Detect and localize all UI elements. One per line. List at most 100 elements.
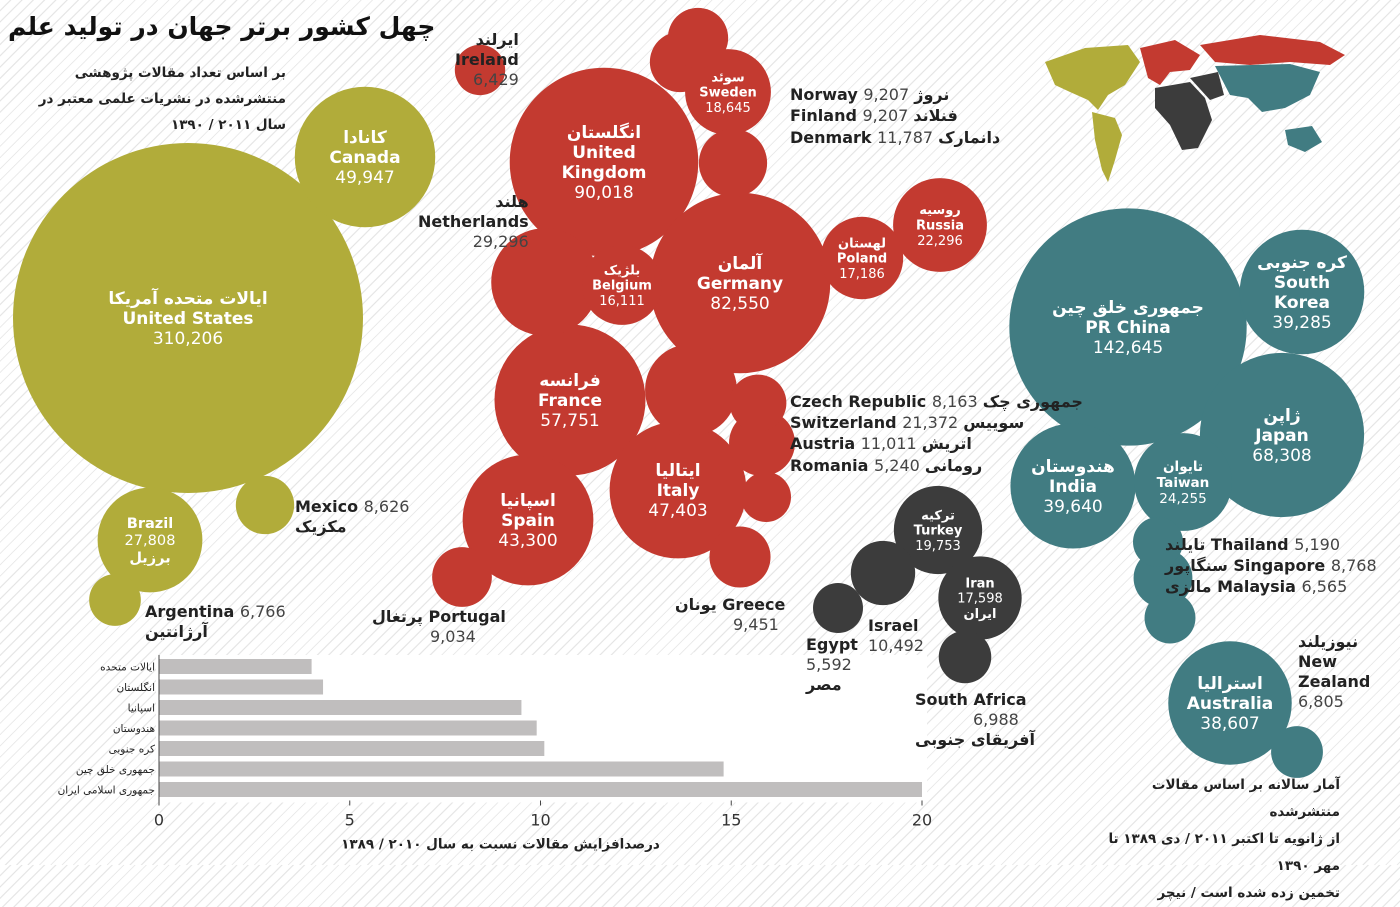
outside-label-row: 9,034 bbox=[372, 627, 506, 647]
outside-label-row: مالزی Malaysia 6,565 bbox=[1165, 577, 1347, 597]
outside-label-argentina: Argentina 6,766 آرژانتین bbox=[145, 602, 286, 642]
bubble-label-fa-italy: ایتالیا bbox=[655, 461, 700, 481]
x-tick-label: 10 bbox=[530, 811, 550, 830]
country-value: 9,207 bbox=[863, 85, 915, 104]
country-name-fa: تایلند bbox=[1165, 535, 1211, 554]
bubble-label-num-india: 39,640 bbox=[1043, 497, 1102, 517]
north-america-shape bbox=[1045, 45, 1140, 110]
bubble-egypt bbox=[813, 583, 863, 633]
bubble-label-fa-russia: روسیه bbox=[919, 203, 961, 218]
outside-label-row: 6,805 bbox=[1298, 692, 1370, 712]
bubble-label-fa-united-kingdom: انگلستان bbox=[567, 122, 641, 143]
outside-label-row: Romania 5,240 رومانی bbox=[790, 456, 982, 476]
country-value: 9,207 bbox=[862, 106, 914, 125]
bubble-label-en-iran: Iran bbox=[965, 576, 994, 591]
bar-category-label: جمهوری خلق چین bbox=[76, 764, 155, 776]
country-name-fa: مصر bbox=[806, 675, 842, 694]
russia-shape bbox=[1200, 35, 1345, 65]
country-name-en: Malaysia bbox=[1217, 577, 1302, 596]
bubble-mexico bbox=[235, 475, 295, 535]
country-value: 9,034 bbox=[430, 627, 476, 646]
outside-label-row: Israel bbox=[868, 616, 924, 636]
bubble-label-num-spain: 43,300 bbox=[498, 531, 557, 551]
outside-label-row: Czech Republic 8,163 جمهوری چک bbox=[790, 392, 1083, 412]
country-name-fa: مالزی bbox=[1165, 577, 1218, 596]
country-name-en: Finland bbox=[790, 106, 863, 125]
bubble-label-fa-belgium: بلژیک bbox=[604, 263, 640, 278]
bar bbox=[159, 741, 545, 756]
country-value: 8,626 bbox=[363, 497, 410, 516]
bubble-label-fa-sweden: سوئد bbox=[711, 70, 744, 85]
bar-category-label: هندوستان bbox=[113, 723, 155, 735]
outside-label-norway: Norway 9,207 نروژ bbox=[790, 85, 949, 105]
outside-label-row: Mexico 8,626 bbox=[295, 497, 409, 517]
bubble-label-num-brazil: 27,808 bbox=[125, 532, 176, 549]
country-name-en: Egypt bbox=[806, 635, 858, 654]
bubble-india bbox=[1010, 423, 1136, 549]
outside-label-ireland: ایرلند Ireland 6,429 bbox=[455, 30, 519, 90]
bubble-label-en-spain: Spain bbox=[501, 511, 555, 531]
bubble-ireland bbox=[454, 44, 506, 96]
outside-label-row: Netherlands bbox=[418, 212, 529, 232]
bubble-label-en-india: India bbox=[1049, 477, 1097, 497]
bubble-south-korea bbox=[1239, 229, 1365, 355]
bubble-label-fa-pr-china: جمهوری خلق چین bbox=[1052, 298, 1204, 318]
bubble-finland bbox=[667, 7, 729, 69]
bubble-czech-republic bbox=[729, 374, 787, 432]
bubble-label-fa-taiwan: تایوان bbox=[1163, 459, 1203, 475]
bar bbox=[159, 720, 537, 736]
outside-label-row: Zealand bbox=[1298, 672, 1370, 692]
country-value: 8,768 bbox=[1330, 556, 1377, 575]
outside-label-row: Norway 9,207 نروژ bbox=[790, 85, 949, 105]
bubble-label-fa-iran: ایران bbox=[964, 607, 997, 622]
bubble-label-num-south-korea: 39,285 bbox=[1272, 313, 1331, 333]
bubble-label-en-france: France bbox=[538, 391, 602, 411]
country-name-fa: سنگاپور bbox=[1165, 556, 1234, 575]
bubble-label-en-turkey: Turkey bbox=[914, 524, 963, 539]
bubble-label-en-taiwan: Taiwan bbox=[1157, 475, 1210, 491]
country-name-en: Thailand bbox=[1210, 535, 1295, 554]
country-name-fa: فنلاند bbox=[913, 106, 958, 125]
bar-category-label: کره جنوبی bbox=[109, 744, 155, 756]
bubble-label-en-canada: Canada bbox=[329, 148, 400, 168]
country-name-fa: نیوزیلند bbox=[1298, 632, 1359, 651]
x-tick-label: 15 bbox=[721, 811, 741, 830]
country-name-en: Netherlands bbox=[418, 212, 529, 231]
bubble-label-fa-germany: آلمان bbox=[718, 252, 764, 274]
footnote: آمار سالانه بر اساس مقالات منتشرشده از ژ… bbox=[1080, 772, 1340, 907]
bubble-label-num-japan: 68,308 bbox=[1252, 446, 1311, 466]
bubble-label-fa-france: فرانسه bbox=[539, 371, 601, 391]
outside-label-new-zealand: نیوزیلند New Zealand 6,805 bbox=[1298, 632, 1370, 712]
bubble-label-en-south-korea: South bbox=[1274, 273, 1330, 293]
x-tick-label: 0 bbox=[154, 811, 164, 830]
country-name-fa: هلند bbox=[495, 192, 529, 211]
bubble-label-en-pr-china: PR China bbox=[1085, 318, 1170, 338]
outside-label-thailand: تایلند Thailand 5,190 bbox=[1165, 535, 1340, 555]
country-name-fa: ایرلند bbox=[475, 30, 519, 49]
bubble-greece bbox=[709, 526, 771, 588]
country-name-fa: آفریقای جنوبی bbox=[915, 730, 1035, 749]
footnote-line: آمار سالانه بر اساس مقالات منتشرشده bbox=[1151, 777, 1340, 820]
bubble-label-fa-japan: ژاپن bbox=[1263, 406, 1300, 426]
country-name-fa: آرژانتین bbox=[145, 622, 208, 641]
country-value: 8,163 bbox=[931, 392, 983, 411]
page-subtitle: بر اساس تعداد مقالات پژوهشی منتشرشده در … bbox=[38, 65, 286, 133]
bubble-label-fa-india: هندوستان bbox=[1031, 457, 1115, 477]
country-value: 21,372 bbox=[902, 413, 964, 432]
outside-label-row: 6,988 bbox=[915, 710, 1035, 730]
bubble-italy bbox=[609, 421, 747, 559]
bubble-poland bbox=[820, 216, 904, 300]
country-value: 5,592 bbox=[806, 655, 852, 674]
bubble-brazil bbox=[97, 487, 203, 593]
country-value: 6,988 bbox=[973, 710, 1019, 729]
country-name-en: Norway bbox=[790, 85, 864, 104]
europe-shape bbox=[1140, 40, 1200, 85]
country-name-fa: نروژ bbox=[914, 85, 950, 104]
bubble-united-states bbox=[13, 143, 363, 493]
country-value: 6,766 bbox=[239, 602, 286, 621]
footnote-line: تخمین زده شده است / نیچر bbox=[1157, 885, 1340, 901]
outside-label-romania: Romania 5,240 رومانی bbox=[790, 456, 982, 476]
bubble-netherlands bbox=[491, 228, 599, 336]
